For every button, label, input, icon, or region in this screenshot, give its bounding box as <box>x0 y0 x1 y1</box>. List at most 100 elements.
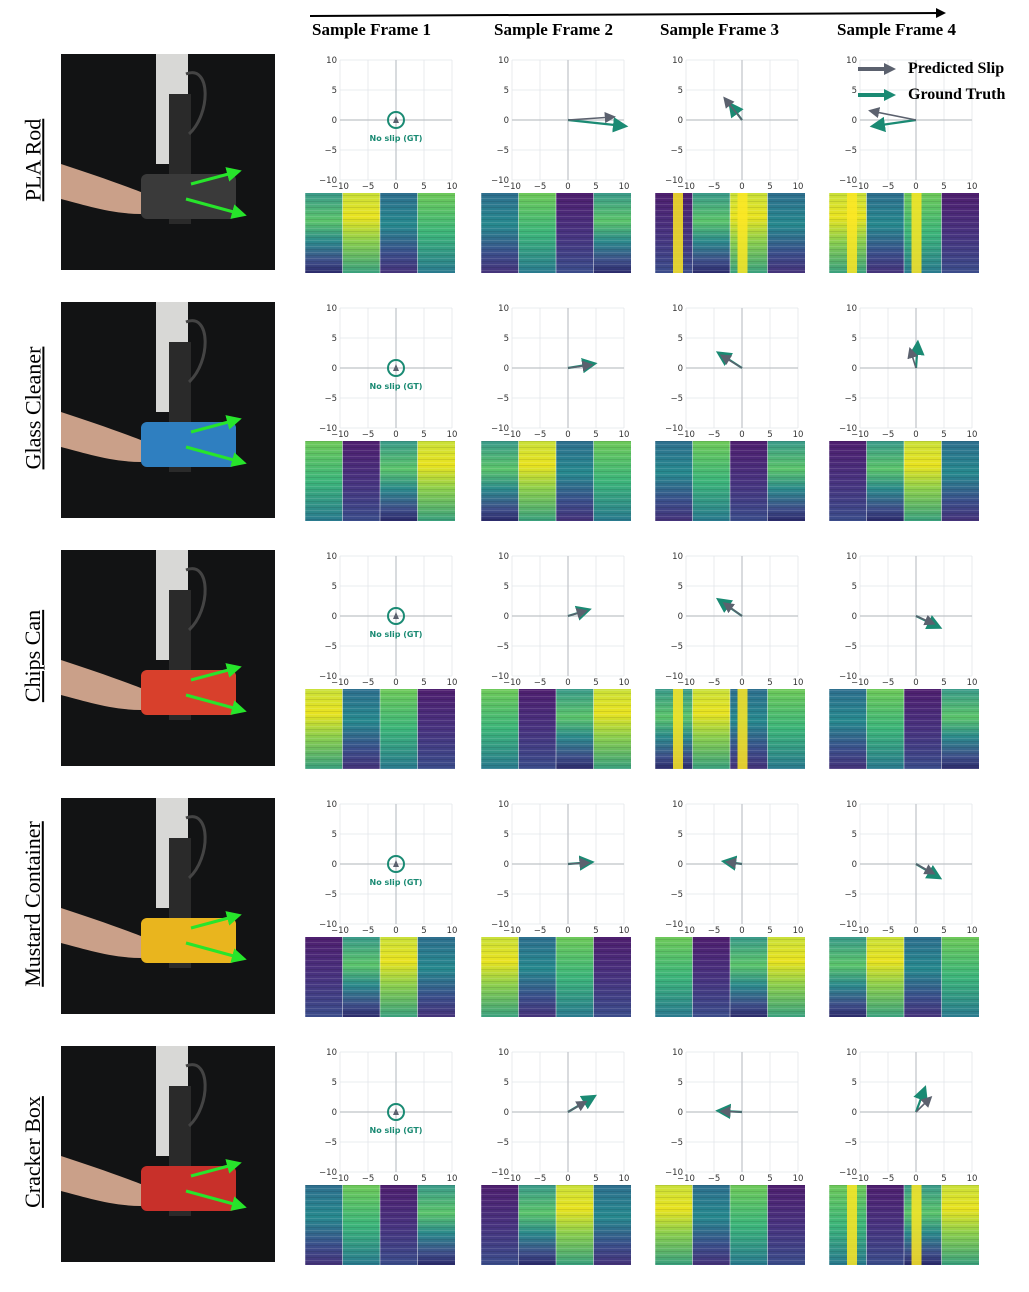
photo-panel-2 <box>61 550 275 766</box>
x-tick-label: −10 <box>503 430 521 440</box>
spectrogram-r1-c1 <box>480 441 631 521</box>
spectrogram-band <box>911 1185 922 1265</box>
y-tick-label: −10 <box>665 1168 683 1178</box>
y-tick-label: −5 <box>324 146 337 156</box>
spectrogram-band <box>847 193 857 273</box>
no-slip-predicted-marker <box>393 364 399 371</box>
grasped-object <box>141 174 236 219</box>
y-tick-label: 5 <box>852 830 857 840</box>
x-tick-label: 0 <box>913 1174 918 1184</box>
x-tick-label: 10 <box>967 678 978 688</box>
x-tick-label: 5 <box>593 926 598 936</box>
no-slip-label: No slip (GT) <box>370 382 423 391</box>
x-tick-label: −5 <box>362 1174 375 1184</box>
x-tick-label: −10 <box>677 182 695 192</box>
y-tick-label: −5 <box>324 394 337 404</box>
y-tick-label: −10 <box>319 424 337 434</box>
y-tick-label: −10 <box>665 672 683 682</box>
x-tick-label: 10 <box>447 430 458 440</box>
row-label-3: Mustard Container <box>19 821 45 987</box>
y-tick-label: 0 <box>852 364 857 374</box>
x-tick-label: 5 <box>767 182 772 192</box>
predicted-vector <box>868 107 917 121</box>
cable <box>185 567 207 632</box>
spectrogram-band <box>911 193 922 273</box>
hand <box>61 1156 146 1206</box>
y-tick-label: −10 <box>839 920 857 930</box>
spectrogram-texture <box>692 937 730 1017</box>
x-tick-label: −5 <box>362 430 375 440</box>
x-tick-label: −10 <box>331 926 349 936</box>
y-tick-label: 5 <box>678 334 683 344</box>
ground-truth-vector <box>567 117 629 133</box>
slip-plot-r0-c3: 10 5 0 −5 −10−10 −5 0 5 10 <box>839 56 977 192</box>
x-tick-label: −10 <box>677 926 695 936</box>
grasped-object <box>141 670 236 715</box>
y-tick-label: −10 <box>491 424 509 434</box>
x-tick-label: −5 <box>882 1174 895 1184</box>
y-tick-label: 5 <box>678 1078 683 1088</box>
y-tick-label: −10 <box>491 1168 509 1178</box>
y-tick-label: −10 <box>491 672 509 682</box>
x-tick-label: −5 <box>882 430 895 440</box>
x-tick-label: 0 <box>739 430 744 440</box>
slip-plot-r0-c0: 10 5 0 −5 −10−10 −5 0 5 10 No slip (GT) <box>319 56 457 192</box>
spectrogram-texture <box>730 689 768 769</box>
spectrogram-texture <box>417 937 455 1017</box>
y-tick-label: 10 <box>326 800 337 810</box>
spectrogram-texture <box>730 937 768 1017</box>
x-tick-label: 0 <box>913 182 918 192</box>
y-tick-label: 0 <box>332 116 337 126</box>
cable <box>185 71 207 136</box>
y-tick-label: 0 <box>678 860 683 870</box>
x-tick-label: 0 <box>739 1174 744 1184</box>
spectrogram-texture <box>941 1185 979 1265</box>
no-slip-label: No slip (GT) <box>370 630 423 639</box>
spectrogram-r4-c1 <box>480 1185 631 1265</box>
grasped-object <box>141 918 236 963</box>
x-tick-label: −10 <box>503 678 521 688</box>
x-tick-label: 0 <box>565 926 570 936</box>
cable <box>185 319 207 384</box>
y-tick-label: 10 <box>672 552 683 562</box>
y-tick-label: −10 <box>491 176 509 186</box>
spectrogram-texture <box>767 689 805 769</box>
row-label-1: Glass Cleaner <box>19 346 45 470</box>
y-tick-label: −10 <box>319 176 337 186</box>
y-tick-label: −5 <box>670 642 683 652</box>
slip-plot-r3-c0: 10 5 0 −5 −10−10 −5 0 5 10 No slip (GT) <box>319 800 457 936</box>
y-tick-label: 5 <box>504 1078 509 1088</box>
no-slip-predicted-marker <box>393 860 399 867</box>
y-tick-label: 5 <box>332 1078 337 1088</box>
y-tick-label: 10 <box>846 304 857 314</box>
y-tick-label: 5 <box>332 830 337 840</box>
y-tick-label: −10 <box>319 920 337 930</box>
spectrogram-r3-c1 <box>480 937 631 1017</box>
predicted-vector <box>719 1106 743 1118</box>
x-tick-label: 0 <box>565 678 570 688</box>
spectrogram-r0-c3 <box>828 193 979 273</box>
slip-overlay-arrow <box>185 197 247 219</box>
x-tick-label: 10 <box>619 926 630 936</box>
x-tick-label: −10 <box>331 678 349 688</box>
slip-plot-r3-c1: 10 5 0 −5 −10−10 −5 0 5 10 <box>491 800 629 936</box>
y-tick-label: 5 <box>852 334 857 344</box>
timeline-arrow <box>309 8 946 19</box>
x-tick-label: 10 <box>619 1174 630 1184</box>
x-tick-label: 5 <box>767 1174 772 1184</box>
grasped-object <box>141 422 236 467</box>
y-tick-label: 0 <box>678 364 683 374</box>
y-tick-label: −5 <box>670 146 683 156</box>
y-tick-label: 10 <box>672 800 683 810</box>
predicted-vector <box>915 1095 933 1113</box>
slip-plot-r2-c3: 10 5 0 −5 −10−10 −5 0 5 10 <box>839 552 977 688</box>
spectrogram-texture <box>342 689 380 769</box>
y-tick-label: 5 <box>678 86 683 96</box>
y-tick-label: 0 <box>504 1108 509 1118</box>
spectrogram-texture <box>767 937 805 1017</box>
slip-plot-r1-c3: 10 5 0 −5 −10−10 −5 0 5 10 <box>839 304 977 440</box>
x-tick-label: −10 <box>851 430 869 440</box>
x-tick-label: 10 <box>619 678 630 688</box>
y-tick-label: 5 <box>504 86 509 96</box>
x-tick-label: 10 <box>967 1174 978 1184</box>
